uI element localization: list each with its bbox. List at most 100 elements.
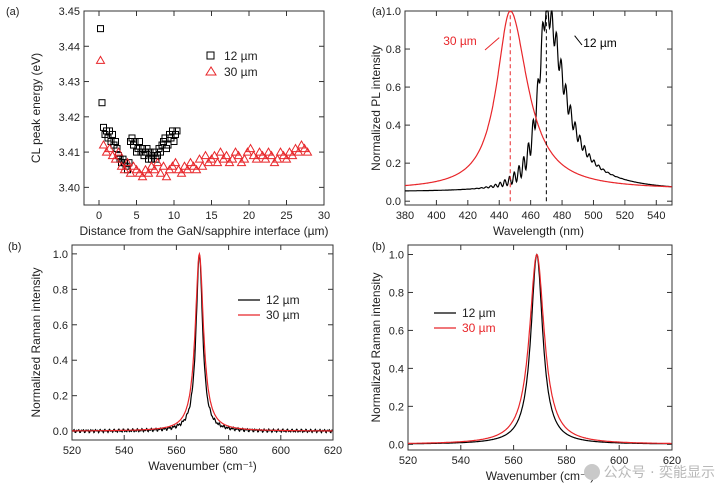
- data-point-12um: [140, 152, 148, 160]
- x-axis-title: Distance from the GaN/sapphire interface…: [79, 224, 328, 238]
- data-point-30um: [221, 150, 232, 160]
- data-point-30um: [302, 147, 313, 156]
- x-tick-label: 440: [490, 210, 508, 222]
- data-point-30um: [110, 154, 121, 163]
- y-tick-label: 3.41: [59, 147, 80, 159]
- data-point-30um: [263, 147, 274, 156]
- data-point-12um: [119, 155, 127, 163]
- x-tick-label: 540: [115, 445, 133, 457]
- y-tick-label: 0.2: [389, 401, 404, 413]
- data-point-30um: [266, 150, 277, 160]
- data-point-30um: [215, 147, 226, 156]
- data-point-30um: [245, 143, 256, 153]
- x-tick-label: 620: [663, 455, 681, 467]
- y-axis-title: Normalized Raman intensity: [29, 267, 43, 417]
- series-line-30um: [404, 10, 672, 188]
- x-axis-title: Wavenumber (cm⁻¹): [486, 469, 595, 483]
- y-tick-label: 3.44: [59, 41, 80, 53]
- y-tick-label: 1.0: [53, 249, 68, 261]
- plot-frame: [407, 244, 673, 451]
- y-tick-label: 3.42: [59, 112, 80, 124]
- x-tick-label: 600: [610, 455, 628, 467]
- data-point-12um: [163, 145, 170, 153]
- x-tick-label: 540: [647, 210, 665, 222]
- series-line-30um: [408, 253, 672, 445]
- legend-label: 30 µm: [224, 65, 258, 79]
- x-tick-label: 460: [521, 210, 539, 222]
- data-point-30um: [104, 143, 115, 153]
- x-tick-label: 600: [272, 445, 290, 457]
- panel-label: (a): [6, 6, 19, 18]
- series-line-12um: [405, 10, 672, 192]
- y-tick-label: 3.40: [59, 182, 80, 194]
- data-point-12um: [133, 148, 140, 156]
- annotation-30um: 30 µm: [443, 34, 477, 48]
- y-tick-label: 0.0: [53, 426, 68, 438]
- data-point-30um: [149, 164, 160, 174]
- watermark: 公众号 · 奕能显示: [583, 462, 715, 482]
- plot-frame: [83, 10, 325, 206]
- y-tick-label: 0.6: [53, 320, 68, 332]
- legend-label: 12 µm: [462, 306, 496, 320]
- x-tick-label: 520: [63, 445, 81, 457]
- x-tick-label: 25: [280, 210, 292, 222]
- data-point-30um: [170, 157, 181, 167]
- data-point-30um: [98, 140, 109, 149]
- x-tick-label: 380: [396, 210, 414, 222]
- data-point-12um: [164, 141, 172, 149]
- data-point-30um: [233, 150, 244, 160]
- y-tick-label: 0.8: [53, 284, 68, 296]
- y-tick-label: 1.0: [386, 6, 401, 18]
- data-point-30um: [275, 147, 286, 156]
- panel-raman-left: 520 540 560 580 600 620 0.0 0.2 0.4 0.6 0.8 1.0 Wave…: [8, 241, 342, 473]
- y-axis-title: Normalized PL intensity: [369, 45, 383, 171]
- data-point-30um: [131, 164, 142, 174]
- wechat-icon: [583, 464, 600, 480]
- data-point-12um: [112, 138, 119, 146]
- x-tick-label: 500: [584, 210, 602, 222]
- data-point-12um: [173, 127, 181, 135]
- x-tick-label: 560: [504, 455, 522, 467]
- legend-label: 30 µm: [462, 321, 496, 335]
- x-tick-label: 620: [324, 445, 342, 457]
- series-line-30um: [72, 251, 333, 432]
- annotation-12um: 12 µm: [583, 36, 617, 50]
- x-tick-label: 540: [452, 455, 470, 467]
- panel-raman-right: 520 540 560 580 600 620 0.0 0.2 0.4 0.6 0.8 1.0 Wave…: [369, 241, 681, 483]
- x-axis-title: Wavelength (nm): [493, 224, 584, 238]
- legend-label: 30 µm: [266, 308, 300, 322]
- legend-label: 12 µm: [224, 49, 258, 63]
- panel-label: (a): [372, 6, 385, 18]
- data-point-30um: [299, 143, 310, 153]
- data-point-30um: [95, 55, 106, 64]
- data-point-30um: [128, 161, 139, 170]
- data-point-30um: [152, 157, 163, 167]
- y-tick-label: 0.2: [53, 391, 68, 403]
- data-point-12um: [97, 25, 104, 33]
- legend-marker-12um: [206, 51, 215, 60]
- data-point-12um: [170, 138, 178, 146]
- annotation-arrow: [574, 35, 583, 46]
- data-point-12um: [157, 148, 164, 156]
- panel-pl-intensity: 380 400 420 440 460 480 500 520 540 0.0 0.2 0.4 0.6 0…: [369, 6, 673, 238]
- annotation-arrow: [484, 37, 500, 51]
- x-tick-label: 15: [205, 210, 217, 222]
- data-point-12um: [131, 138, 139, 146]
- watermark-text: 公众号 · 奕能显示: [603, 465, 715, 481]
- y-tick-label: 3.45: [59, 6, 80, 18]
- series-line-12um: [71, 255, 333, 434]
- data-point-12um: [130, 141, 137, 149]
- x-tick-label: 520: [399, 455, 417, 467]
- y-tick-label: 0.8: [386, 44, 401, 56]
- y-axis-title: Normalized Raman intensity: [369, 272, 383, 422]
- data-point-30um: [230, 147, 241, 156]
- x-tick-label: 580: [557, 455, 575, 467]
- x-tick-label: 30: [318, 210, 330, 222]
- x-tick-label: 400: [427, 210, 445, 222]
- legend-marker-30um: [205, 66, 217, 76]
- y-axis-title: CL peak energy (eV): [29, 53, 43, 163]
- x-tick-label: 560: [167, 445, 185, 457]
- y-tick-label: 3.43: [59, 77, 80, 89]
- y-tick-label: 1.0: [389, 249, 404, 261]
